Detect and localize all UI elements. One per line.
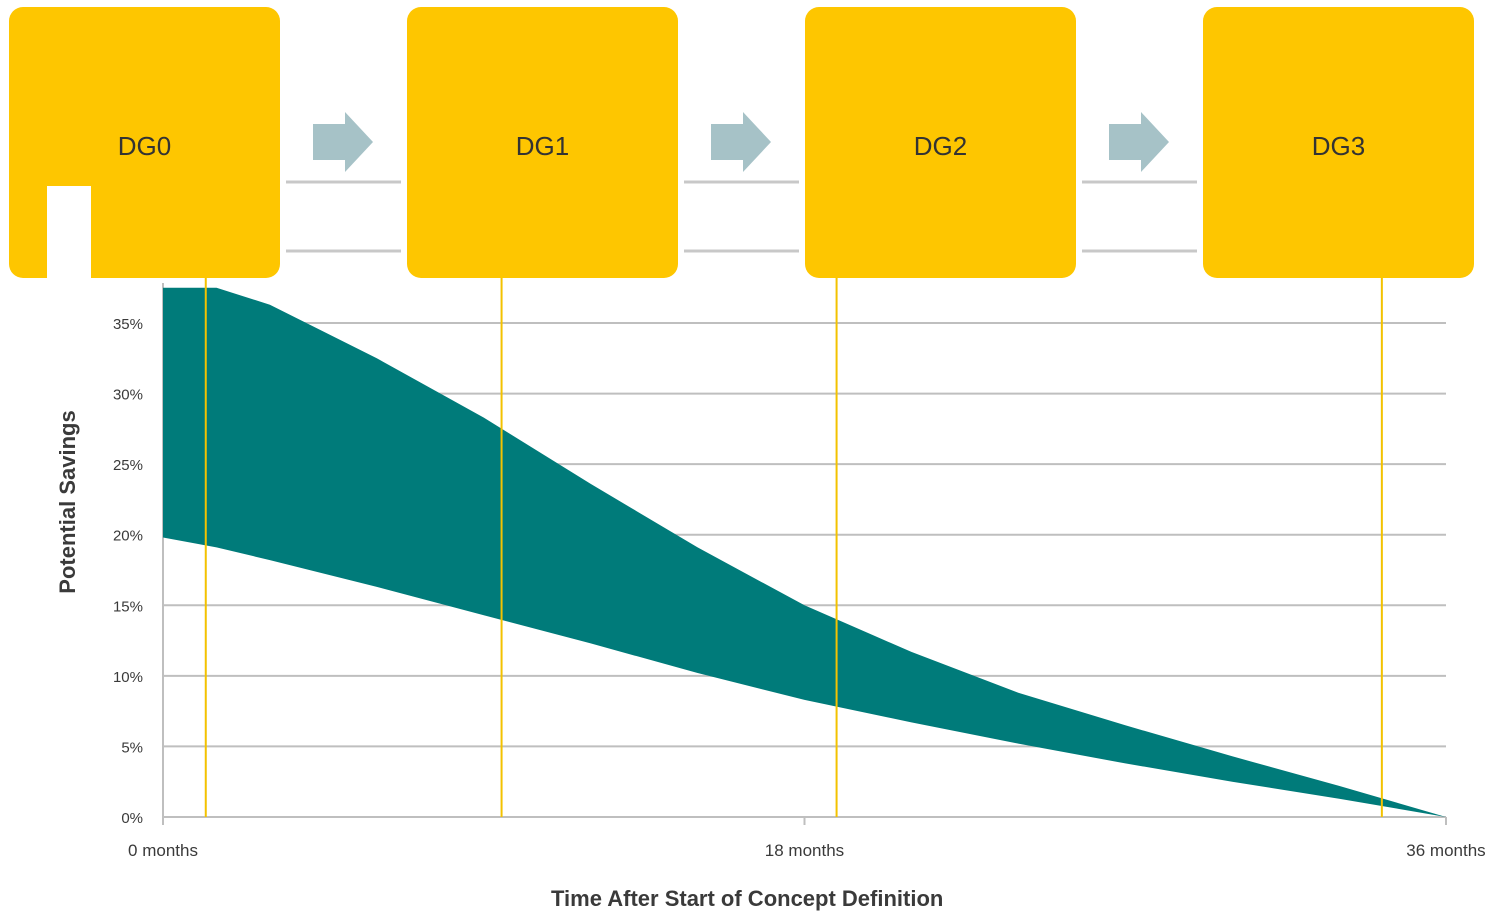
flow-arrow-icon	[1109, 112, 1169, 172]
x-tick-label: 36 months	[1406, 841, 1485, 860]
gate-label: DG0	[117, 131, 172, 161]
y-axis-title: Potential Savings	[55, 410, 80, 594]
y-tick-label: 30%	[113, 387, 143, 404]
flow-arrow-icon	[313, 112, 373, 172]
y-tick-label: 15%	[113, 598, 143, 615]
gate-label: DG1	[515, 131, 570, 161]
gate-label: DG2	[913, 131, 968, 161]
arrow-layer	[313, 112, 1169, 172]
gate-line-layer	[204, 278, 1383, 817]
y-tick-label: 25%	[113, 457, 143, 474]
gate-label: DG3	[1311, 131, 1366, 161]
gate-box-dg1: DG1	[407, 7, 678, 278]
gate-box-dg3: DG3	[1203, 7, 1474, 278]
connector-layer	[286, 180, 1197, 253]
y-tick-labels: 0% 5% 10% 15% 20% 25% 30% 35%	[113, 316, 143, 827]
x-tick-label: 0 months	[128, 841, 198, 860]
gate-notch	[47, 186, 91, 278]
x-axis-title: Time After Start of Concept Definition	[551, 886, 944, 911]
y-tick-label: 5%	[121, 739, 143, 756]
x-tick-label: 18 months	[765, 841, 844, 860]
savings-band	[163, 287, 1446, 817]
y-tick-label: 0%	[121, 810, 143, 827]
flow-arrow-icon	[711, 112, 771, 172]
y-tick-label: 10%	[113, 669, 143, 686]
y-tick-label: 20%	[113, 528, 143, 545]
y-tick-label: 35%	[113, 316, 143, 333]
x-tick-labels: 0 months 18 months 36 months	[128, 841, 1486, 860]
gate-box-dg0: DG0	[9, 7, 280, 278]
gate-box-dg2: DG2	[805, 7, 1076, 278]
